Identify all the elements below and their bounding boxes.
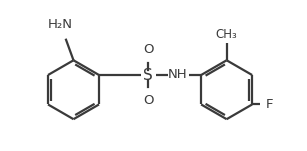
Text: H₂N: H₂N (48, 18, 73, 31)
Text: F: F (266, 98, 273, 111)
Text: S: S (143, 69, 153, 84)
Text: NH: NH (168, 67, 187, 80)
Text: O: O (143, 43, 154, 56)
Text: CH₃: CH₃ (216, 28, 238, 41)
Text: O: O (143, 94, 154, 107)
